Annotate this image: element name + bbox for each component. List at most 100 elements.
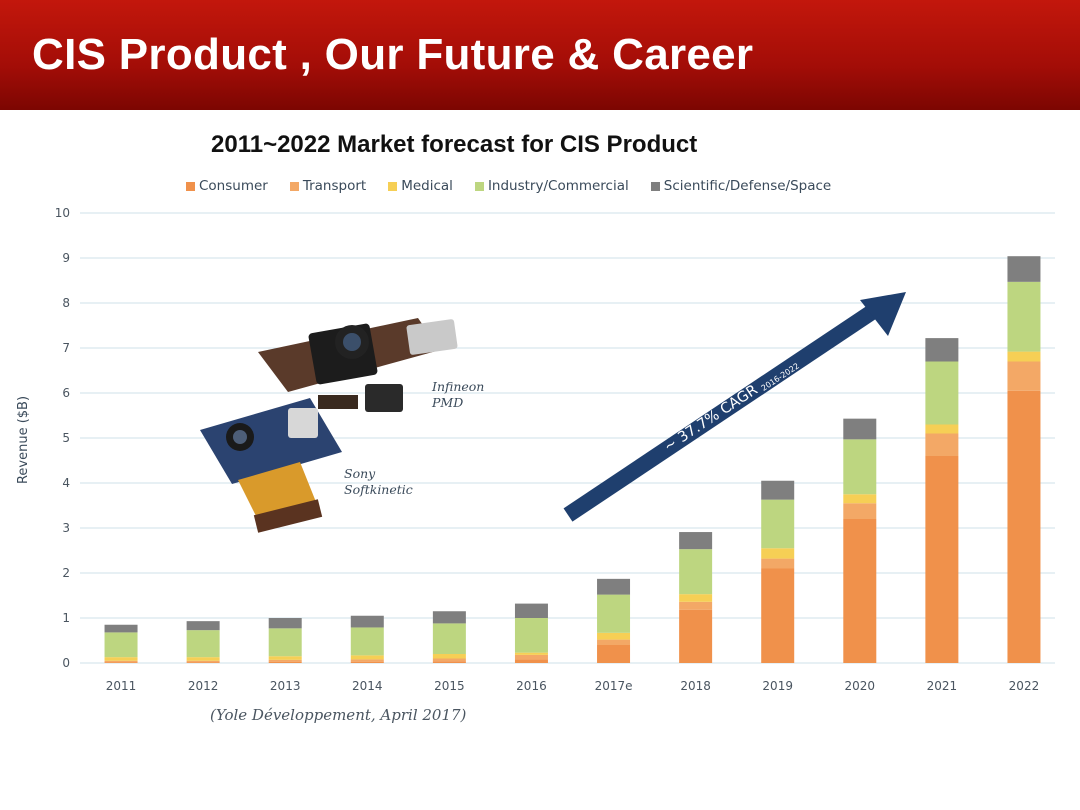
connector xyxy=(406,319,458,355)
bar-segment xyxy=(679,594,713,602)
slide-title: CIS Product , Our Future & Career xyxy=(32,30,754,79)
bar-segment xyxy=(186,657,220,661)
arrow-shaft xyxy=(563,303,880,522)
bar-segment xyxy=(432,661,466,663)
bar-segment xyxy=(104,662,138,663)
sony-softkinetic-camera-module xyxy=(200,398,342,533)
bar-segment xyxy=(432,654,466,659)
bar-segment xyxy=(679,549,713,595)
bar-segment xyxy=(514,603,548,618)
bar-segment xyxy=(514,618,548,653)
chart-title: 2011~2022 Market forecast for CIS Produc… xyxy=(211,131,698,158)
bar-segment xyxy=(843,519,877,663)
x-tick-label: 2016 xyxy=(516,679,547,693)
bar-segment xyxy=(186,630,220,658)
infineon-pmd-camera-module xyxy=(258,318,458,412)
x-tick-label: 2011 xyxy=(106,679,137,693)
bar-segment xyxy=(104,624,138,633)
legend-swatch xyxy=(474,181,484,191)
legend-label: Industry/Commercial xyxy=(487,178,629,194)
bar-segment xyxy=(843,503,877,519)
x-tick-label: 2015 xyxy=(434,679,465,693)
cagr-arrow xyxy=(563,292,906,522)
legend-label: Consumer xyxy=(199,178,268,194)
y-axis-title: Revenue ($B) xyxy=(16,396,31,484)
image-caption: Infineon xyxy=(431,379,484,394)
bar-segment xyxy=(925,456,959,663)
bar-segment xyxy=(514,654,548,660)
bar-segment xyxy=(350,655,384,660)
x-tick-label: 2018 xyxy=(680,679,711,693)
legend-swatch xyxy=(388,181,398,191)
source-note: (Yole Développement, April 2017) xyxy=(210,706,467,724)
connector xyxy=(253,499,323,533)
y-tick-label: 6 xyxy=(62,386,70,400)
bar-segment xyxy=(268,618,302,629)
bar-segment xyxy=(761,548,795,559)
x-tick-label: 2013 xyxy=(270,679,301,693)
bar-segment xyxy=(104,657,138,661)
y-tick-label: 4 xyxy=(62,476,70,490)
legend-swatch xyxy=(289,181,299,191)
bar-segment xyxy=(925,433,959,456)
legend-label: Transport xyxy=(302,178,367,194)
bar-segment xyxy=(350,661,384,663)
bar-segment xyxy=(597,645,631,663)
bar-segment xyxy=(514,659,548,663)
bar-segment xyxy=(1007,281,1041,352)
legend-item: Consumer xyxy=(186,178,268,194)
bar-segment xyxy=(514,652,548,655)
emitter-module xyxy=(365,384,403,412)
lens-glass xyxy=(343,333,361,351)
bar-segment xyxy=(186,662,220,663)
bar-segment xyxy=(1007,256,1041,282)
legend-swatch xyxy=(650,181,660,191)
legend-label: Medical xyxy=(401,178,453,194)
bar-segment xyxy=(761,480,795,500)
y-tick-label: 0 xyxy=(62,656,70,670)
legend-item: Industry/Commercial xyxy=(474,178,629,194)
legend-label: Scientific/Defense/Space xyxy=(663,178,832,194)
image-caption: PMD xyxy=(431,395,463,410)
bar-segment xyxy=(1007,361,1041,391)
x-tick-label: 2014 xyxy=(352,679,383,693)
chart-legend: Consumer Transport Medical Industry/Commerc… xyxy=(186,178,831,194)
y-tick-label: 9 xyxy=(62,251,70,265)
bar-segment xyxy=(597,594,631,633)
y-tick-label: 3 xyxy=(62,521,70,535)
y-tick-label: 2 xyxy=(62,566,70,580)
bar-segment xyxy=(104,632,138,658)
x-tick-label: 2017e xyxy=(595,679,633,693)
bar-segment xyxy=(350,659,384,662)
legend-item: Transport xyxy=(289,178,367,194)
x-tick-label: 2022 xyxy=(1009,679,1040,693)
title-bar: CIS Product , Our Future & Career xyxy=(0,0,1080,110)
bar-segment xyxy=(1007,351,1041,362)
bar-segment xyxy=(597,639,631,645)
bar-segment xyxy=(104,660,138,663)
bar-segment xyxy=(761,558,795,569)
bar-segment xyxy=(432,623,466,654)
bar-segment xyxy=(679,601,713,610)
y-tick-label: 8 xyxy=(62,296,70,310)
bar-segment xyxy=(268,659,302,662)
sensor-chip xyxy=(288,408,318,438)
x-tick-label: 2019 xyxy=(762,679,793,693)
bar-segment xyxy=(843,494,877,504)
bar-segment xyxy=(1007,390,1041,663)
bar-segment xyxy=(761,568,795,663)
bar-segment xyxy=(925,424,959,434)
lens-glass xyxy=(233,430,247,444)
arrow-head-icon xyxy=(860,292,906,336)
bar-segment xyxy=(186,621,220,631)
y-tick-label: 7 xyxy=(62,341,70,355)
image-caption: Sony xyxy=(344,466,376,481)
bar-segment xyxy=(843,418,877,440)
bar-segment xyxy=(597,578,631,595)
legend-item: Scientific/Defense/Space xyxy=(650,178,832,194)
bar-segment xyxy=(925,361,959,425)
bar-segment xyxy=(432,611,466,624)
bar-segment xyxy=(268,628,302,657)
y-tick-label: 10 xyxy=(55,206,70,220)
